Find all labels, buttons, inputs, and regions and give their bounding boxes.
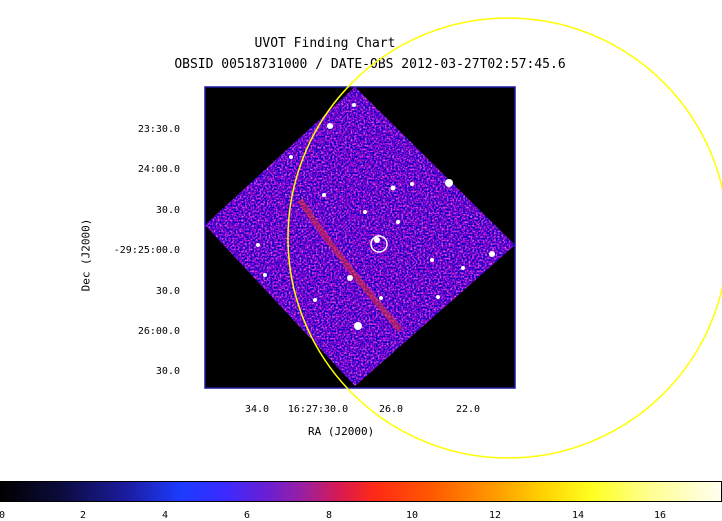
star xyxy=(430,258,434,262)
star xyxy=(396,220,400,224)
colorbar-tick-label: 14 xyxy=(571,510,585,521)
y-tick-label: 30.0 xyxy=(155,286,180,297)
star-sources xyxy=(256,103,495,330)
star xyxy=(256,243,260,247)
colorbar-tick-label: 8 xyxy=(325,510,333,521)
star xyxy=(352,103,356,107)
y-tick-label: 30.0 xyxy=(155,366,180,377)
star xyxy=(263,273,267,277)
star xyxy=(410,182,414,186)
sky-image-panel xyxy=(204,17,722,459)
star xyxy=(436,295,440,299)
colorbar xyxy=(0,481,722,502)
x-axis-label: RA (J2000) xyxy=(308,425,375,438)
star xyxy=(289,155,293,159)
star xyxy=(461,266,465,270)
x-tick-label: 26.0 xyxy=(378,404,404,415)
y-axis-label: Dec (J2000) xyxy=(79,218,93,292)
star xyxy=(390,185,396,191)
star xyxy=(322,193,326,197)
x-tick-label: 16:27:30.0 xyxy=(287,404,349,415)
star xyxy=(379,296,383,300)
colorbar-tick-label: 2 xyxy=(79,510,87,521)
colorbar-tick-label: 0 xyxy=(0,510,6,521)
target-marker-circle xyxy=(370,235,388,253)
star xyxy=(347,275,353,281)
x-tick-label: 22.0 xyxy=(455,404,481,415)
star xyxy=(313,298,317,302)
star xyxy=(489,251,495,257)
y-tick-label: -29:25:00.0 xyxy=(113,245,180,256)
error-circle xyxy=(287,17,722,459)
y-tick-label: 30.0 xyxy=(155,205,180,216)
y-tick-label: 23:30.0 xyxy=(137,124,180,135)
chart-subtitle: OBSID 00518731000 / DATE-OBS 2012-03-27T… xyxy=(174,57,566,72)
y-tick-label: 26:00.0 xyxy=(137,326,180,337)
star xyxy=(374,237,380,243)
star xyxy=(445,179,453,187)
star xyxy=(363,210,367,214)
dust-lane xyxy=(297,198,403,332)
y-tick-label: 24:00.0 xyxy=(137,164,180,175)
colorbar-tick-label: 4 xyxy=(161,510,169,521)
star xyxy=(354,322,362,330)
colorbar-tick-label: 12 xyxy=(488,510,502,521)
chart-title: UVOT Finding Chart xyxy=(254,36,396,51)
x-tick-label: 34.0 xyxy=(244,404,270,415)
star xyxy=(327,123,333,129)
colorbar-tick-label: 16 xyxy=(653,510,667,521)
colorbar-tick-label: 6 xyxy=(243,510,251,521)
colorbar-tick-label: 10 xyxy=(405,510,419,521)
